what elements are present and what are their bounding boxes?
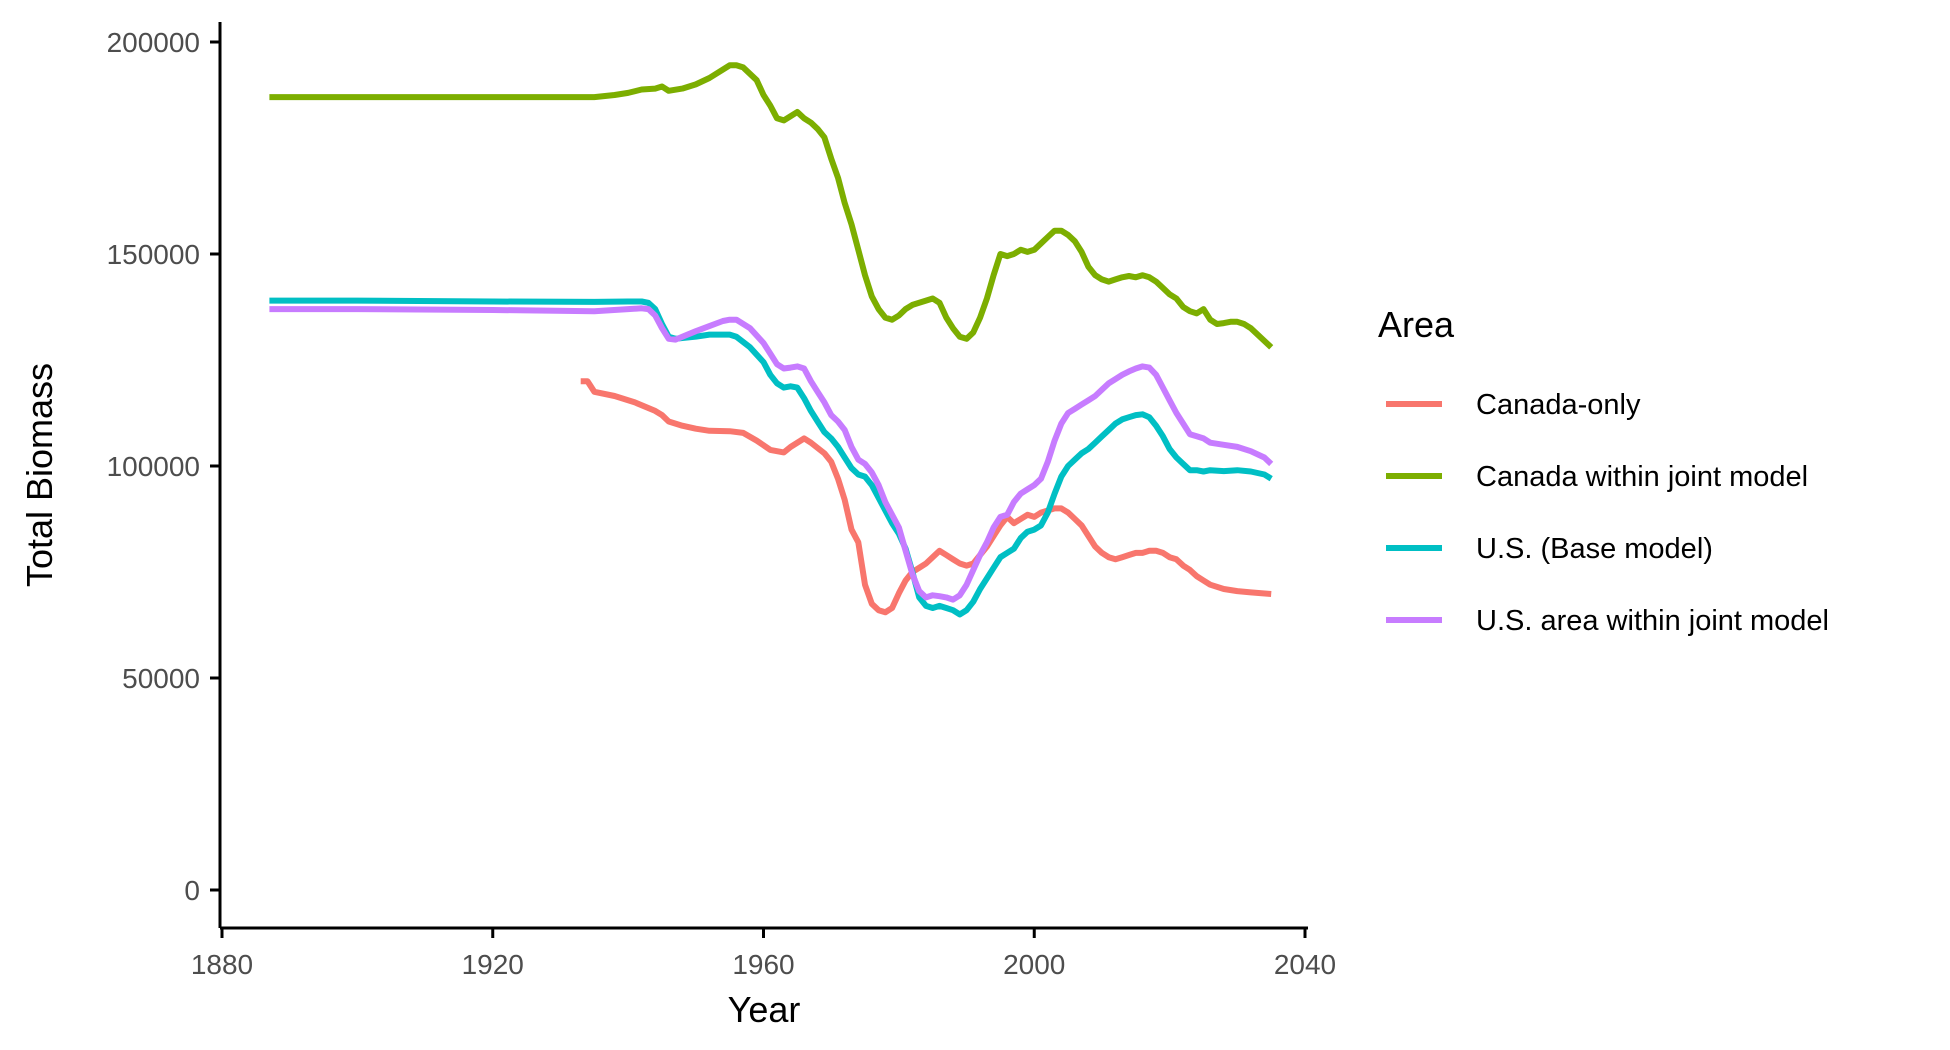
legend-title: Area [1378, 304, 1455, 345]
series-line-canada-only [580, 378, 1272, 616]
y-tick-label: 50000 [122, 663, 200, 694]
x-axis-title: Year [728, 989, 801, 1030]
x-tick-label: 1920 [462, 949, 524, 980]
x-ticks: 1880 1920 1960 2000 2040 [191, 928, 1336, 980]
legend: Area Canada-only Canada within joint mode… [1378, 304, 1829, 637]
x-tick-label: 2000 [1003, 949, 1065, 980]
y-tick-label: 100000 [107, 451, 200, 482]
series-line-u-s-base-model [269, 297, 1273, 618]
y-axis-title: Total Biomass [19, 363, 60, 587]
legend-label: U.S. area within joint model [1476, 605, 1829, 637]
x-tick-label: 2040 [1274, 949, 1336, 980]
x-tick-label: 1880 [191, 949, 253, 980]
y-tick-label: 0 [184, 875, 200, 906]
legend-label: Canada within joint model [1476, 461, 1808, 493]
x-tick-label: 1960 [732, 949, 794, 980]
plot-lines [269, 62, 1274, 618]
series-line-canada-within-joint-model [269, 62, 1274, 350]
legend-label: Canada-only [1476, 389, 1641, 421]
y-tick-label: 200000 [107, 27, 200, 58]
series-line-u-s-area-within-joint-model [269, 305, 1274, 603]
legend-label: U.S. (Base model) [1476, 533, 1713, 565]
axes [218, 22, 1308, 930]
legend-items: Canada-only Canada within joint model U.S.… [1386, 389, 1829, 637]
y-ticks: 0 50000 100000 150000 200000 [107, 27, 220, 906]
y-tick-label: 150000 [107, 239, 200, 270]
